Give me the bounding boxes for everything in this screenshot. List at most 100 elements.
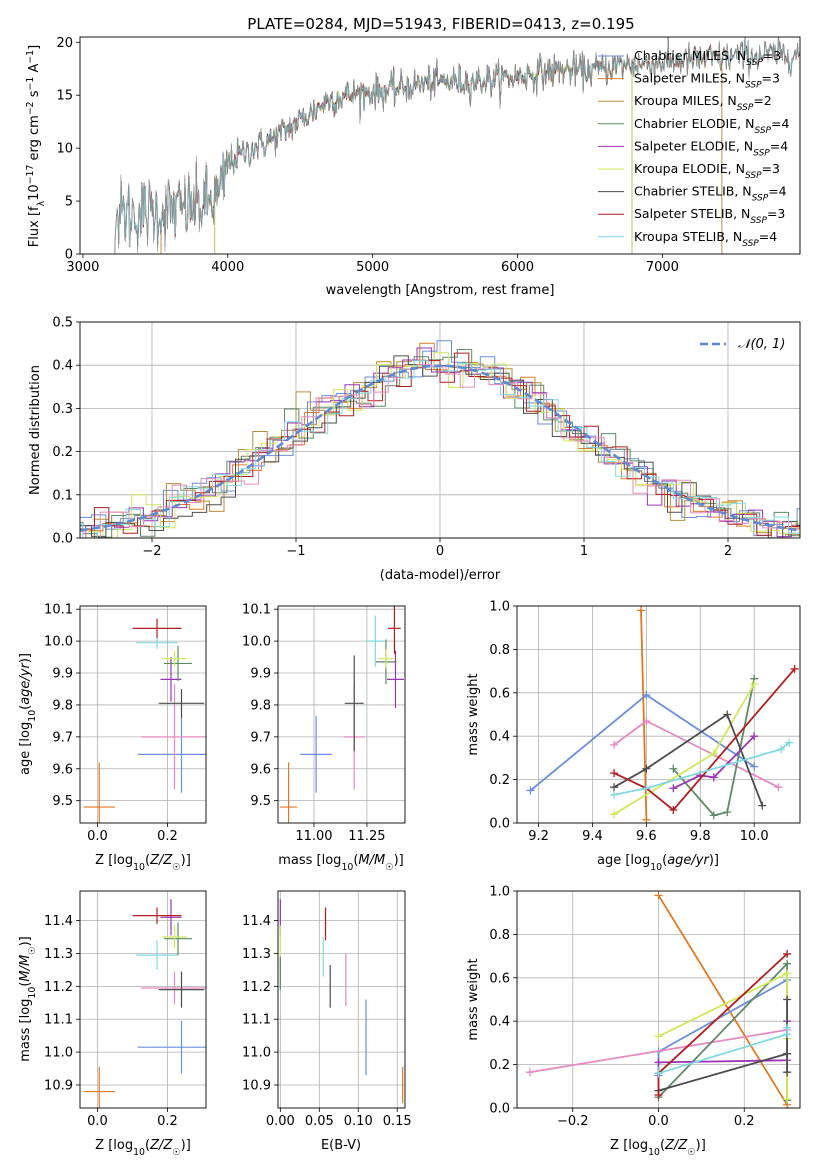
y-tick-label: 0.5 (52, 316, 73, 331)
weight-marker (783, 1049, 792, 1058)
x-axis-label: wavelength [Angstrom, rest frame] (326, 283, 555, 298)
x-tick-label: 10.0 (740, 829, 769, 844)
histogram-step (80, 347, 800, 538)
y-tick-label: 9.8 (250, 698, 271, 713)
weight-marker (610, 783, 619, 792)
y-tick-label: 5 (65, 195, 73, 210)
y-tick-label: 11.1 (44, 1013, 73, 1028)
weight-marker (709, 749, 718, 758)
y-tick-label: 10.0 (44, 635, 73, 650)
weight-marker (610, 740, 619, 749)
y-tick-label: 9.7 (250, 730, 271, 745)
y-tick-label: 10.1 (242, 603, 271, 618)
y-axis-label: mass weight (466, 673, 481, 755)
weight-marker (709, 811, 718, 820)
legend-label: Salpeter MILES, NSSP=3 (634, 71, 780, 91)
x-tick-label: 2 (724, 544, 732, 559)
weight-marker (783, 959, 792, 968)
spectrum-series-line (214, 51, 633, 254)
x-tick-label: −0.2 (557, 1114, 589, 1129)
weight-marker (790, 664, 799, 673)
histogram-lines (80, 340, 800, 538)
legend-label: Kroupa MILES, NSSP=2 (634, 93, 772, 113)
y-axis-label: Normed distribution (28, 365, 43, 495)
weight-marker (723, 710, 732, 719)
x-tick-label: 1 (580, 544, 588, 559)
weight-marker (783, 949, 792, 958)
legend-label: 𝒩(0, 1) (738, 337, 785, 352)
histogram-step (80, 342, 800, 532)
y-tick-label: 0.6 (489, 686, 510, 701)
x-axis-label: Z [log10(Z/Z☉)] (95, 853, 191, 873)
y-tick-label: 9.5 (250, 794, 271, 809)
weight-marker (783, 1068, 792, 1077)
y-tick-label: 11.2 (242, 980, 271, 995)
y-axis-label: mass [log10(M/M☉)] (18, 936, 38, 1062)
spectrum-series-line (114, 37, 800, 254)
weight-marker (750, 762, 759, 771)
weight-marker (654, 1032, 663, 1041)
x-tick-label: 9.6 (636, 829, 657, 844)
y-tick-label: 0.2 (489, 773, 510, 788)
histogram-step (80, 360, 800, 538)
weight-marker (654, 1090, 663, 1099)
weight-marker (783, 969, 792, 978)
y-tick-label: 11.3 (44, 947, 73, 962)
legend-label: Kroupa ELODIE, NSSP=3 (634, 161, 780, 181)
errorbar-group (280, 606, 404, 823)
x-axis-label: age [log10(age/yr)] (597, 853, 719, 873)
x-tick-label: −1 (286, 544, 305, 559)
y-tick-label: 0.2 (489, 1058, 510, 1073)
y-tick-label: 9.9 (52, 667, 73, 682)
weight-line (613, 668, 796, 812)
weight-marker (610, 790, 619, 799)
y-tick-label: 0.8 (489, 928, 510, 943)
weight-line (640, 610, 648, 820)
y-tick-label: 9.7 (52, 730, 73, 745)
weight-marker (610, 810, 619, 819)
weight-marker (525, 1068, 534, 1077)
y-tick-label: 11.1 (242, 1013, 271, 1028)
legend-label: Chabrier ELODIE, NSSP=4 (634, 116, 789, 136)
weight-marker (642, 690, 651, 699)
y-tick-label: 0.8 (489, 643, 510, 658)
weight-marker (669, 784, 678, 793)
legend-label: Chabrier MILES, NSSP=3 (634, 48, 781, 68)
axes-frame (277, 890, 406, 1109)
weight-marker (669, 805, 678, 814)
y-tick-label: 0.4 (489, 1015, 510, 1030)
residuals-panel: −2 −1 0 1 2 0.0 0.1 0.2 0.3 0.4 0.5 𝒩(0, 1) (data-mo… (28, 316, 801, 583)
y-tick-label: 10 (56, 142, 73, 157)
weight-marker (785, 738, 794, 747)
axes-frame (79, 890, 207, 1109)
x-tick-label: 0.2 (734, 1114, 755, 1129)
x-tick-label: 9.2 (528, 829, 549, 844)
weight-lines (525, 891, 792, 1109)
spectrum-panel: 3000 4000 5000 6000 7000 0 5 10 15 20 Chabrier MIL… (25, 36, 801, 298)
y-tick-label: 9.6 (250, 762, 271, 777)
y-tick-label: 0 (65, 248, 73, 263)
x-tick-label: 11.00 (295, 829, 332, 844)
x-tick-label: 0.2 (157, 829, 178, 844)
x-tick-label: 4000 (211, 260, 244, 275)
y-tick-label: 0.0 (489, 817, 510, 832)
legend-label: Salpeter STELIB, NSSP=3 (634, 206, 785, 226)
y-tick-label: 0.4 (52, 359, 73, 374)
histogram-step (80, 352, 800, 538)
weight-vs-Z-panel: −0.2 0.0 0.2 0.0 0.2 0.4 0.6 0.8 1.0 mass weight Z… (466, 885, 801, 1158)
errorbar-group (83, 618, 206, 823)
x-tick-label: 0.00 (266, 1114, 295, 1129)
y-tick-label: 0.2 (52, 445, 73, 460)
x-tick-label: 0.10 (344, 1114, 373, 1129)
x-tick-label: 0.0 (87, 829, 108, 844)
weight-marker (526, 786, 535, 795)
x-tick-label: 0.2 (157, 1114, 178, 1129)
weight-line (657, 894, 788, 1106)
weight-marker (750, 732, 759, 741)
y-tick-label: 9.8 (52, 698, 73, 713)
x-tick-label: 7000 (646, 260, 679, 275)
weight-line (672, 735, 755, 790)
age-vs-mass-panel: 11.00 11.25 9.5 9.6 9.7 9.8 9.9 10.0 10.1 mass [l… (242, 603, 406, 873)
weight-lines (526, 606, 799, 824)
